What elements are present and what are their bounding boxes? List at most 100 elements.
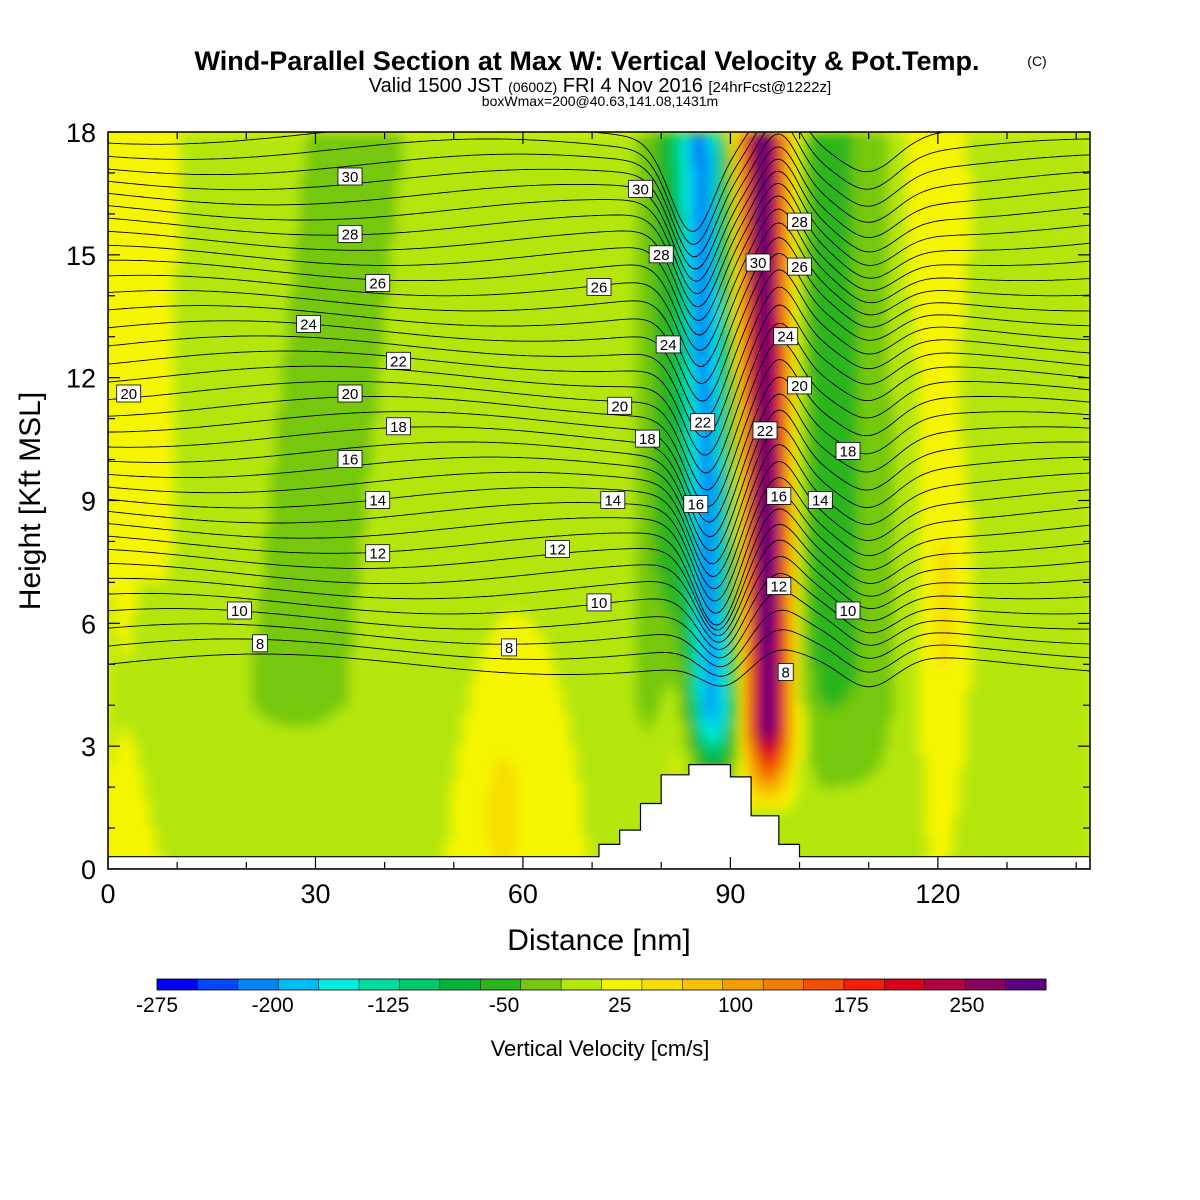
- theta-contour: [108, 132, 1090, 245]
- contour-label: 18: [835, 441, 861, 460]
- contour-label: 22: [690, 413, 716, 432]
- colorbar-tick-label: 175: [834, 994, 869, 1017]
- y-tick-label: 9: [81, 487, 96, 517]
- contour-label-text: 20: [342, 386, 359, 403]
- y-tick-label: 15: [66, 241, 96, 271]
- colorbar-swatch: [965, 979, 1006, 990]
- contour-label: 28: [787, 212, 812, 231]
- contour-label-box: [365, 491, 391, 509]
- theta-contour: [108, 237, 1090, 384]
- contour-label-text: 16: [342, 452, 359, 469]
- contour-label: 10: [226, 601, 252, 620]
- contour-label-text: 28: [653, 247, 670, 264]
- colorbar-swatch: [520, 979, 562, 990]
- contour-label: 20: [337, 384, 363, 403]
- contour-label: 24: [773, 327, 799, 346]
- contour-label-box: [648, 245, 674, 264]
- theta-contour: [108, 444, 1090, 578]
- colorbar-swatch: [237, 979, 279, 990]
- contour-label-box: [835, 441, 861, 460]
- colorbar-tick-label: 100: [718, 994, 753, 1017]
- y-tick-labels: 0 3 6 9 12 15 18: [66, 118, 96, 885]
- contour-label: 26: [365, 274, 391, 293]
- contour-label: 30: [628, 179, 653, 198]
- contour-label: 22: [752, 421, 778, 440]
- plot-area: 30 28 26 24 22 20 20 18 16 14 12 10 8 8 30 28 26 24 20 18 22…: [108, 132, 1090, 869]
- contour-label: 16: [766, 486, 792, 505]
- contour-label-text: 26: [791, 259, 808, 276]
- theta-contour: [108, 208, 1090, 351]
- contour-label-box: [365, 274, 391, 292]
- contour-label-text: 10: [840, 603, 857, 620]
- contour-label: 26: [586, 278, 612, 297]
- contour-label: 30: [337, 167, 363, 186]
- colorbar-label: Vertical Velocity [cm/s]: [491, 1036, 710, 1061]
- contour-label-box: [787, 212, 812, 231]
- chart-title: Wind-Parallel Section at Max W: Vertical…: [195, 46, 980, 76]
- contour-label-box: [607, 396, 633, 415]
- contour-label-text: 20: [791, 378, 808, 395]
- contour-label-text: 28: [791, 214, 808, 231]
- theta-contour: [108, 409, 1090, 552]
- contour-label-box: [835, 601, 861, 620]
- colorbar-swatch: [318, 979, 360, 990]
- contour-label-box: [337, 167, 363, 186]
- contour-label-text: 14: [812, 493, 829, 510]
- colorbar-swatch: [561, 979, 602, 990]
- terrain: [108, 764, 1090, 869]
- contour-label-box: [787, 376, 812, 395]
- contour-label-text: 8: [782, 665, 790, 682]
- theta-contour: [108, 340, 1090, 491]
- theta-contour: [108, 133, 1090, 270]
- contour-label-box: [226, 601, 252, 620]
- x-tick-label: 120: [915, 879, 960, 909]
- terrain-profile: [108, 764, 1090, 869]
- contour-label: 24: [296, 314, 321, 333]
- chart-title-tag: (C): [1027, 53, 1046, 69]
- colorbar: [156, 978, 1047, 991]
- valid-date: FRI 4 Nov 2016: [563, 75, 703, 97]
- colorbar-tick-label: -200: [252, 994, 294, 1017]
- colorbar-tick-labels: -275 -200 -125 -50 25 100 175 250: [136, 994, 984, 1017]
- contour-label-text: 22: [390, 353, 407, 370]
- contour-label-box: [690, 413, 716, 432]
- contour-label: 22: [386, 351, 411, 370]
- theta-contour: [108, 376, 1090, 523]
- theta-contour: [108, 629, 1090, 677]
- contour-label-text: 24: [300, 316, 317, 333]
- theta-contour: [108, 252, 1090, 402]
- colorbar-swatch: [884, 979, 926, 990]
- contour-label: 14: [600, 491, 626, 510]
- contour-label-box: [365, 544, 391, 563]
- contour-label-text: 20: [611, 398, 628, 415]
- theta-contour: [108, 508, 1090, 626]
- contour-label: 20: [787, 376, 812, 395]
- vertical-velocity-field: [108, 132, 1090, 869]
- contour-label-text: 16: [687, 497, 704, 514]
- theta-contour: [108, 182, 1090, 321]
- theta-contour: [108, 426, 1090, 565]
- colorbar-swatch: [722, 979, 764, 990]
- contour-label-box: [777, 663, 794, 681]
- contour-label: 28: [337, 224, 363, 243]
- colorbar-swatch: [843, 979, 885, 990]
- y-axis-label: Height [Kft MSL]: [14, 392, 47, 610]
- theta-contour: [108, 523, 1090, 631]
- theta-contour: [108, 170, 1090, 308]
- contour-label: 8: [252, 634, 269, 653]
- colorbar-tick-label: -50: [489, 994, 519, 1017]
- contour-label-text: 12: [549, 542, 566, 559]
- theta-contour: [108, 146, 1090, 282]
- contour-label-box: [635, 429, 660, 448]
- theta-contour: [108, 195, 1090, 336]
- contour-label-text: 14: [604, 493, 621, 510]
- box-info: boxWmax=200@40.63,141.08,1431m: [482, 93, 718, 109]
- theta-contour: [108, 609, 1090, 668]
- contour-label-box: [766, 486, 792, 505]
- contour-label-text: 30: [342, 169, 359, 186]
- contour-label-box: [586, 593, 612, 612]
- colorbar-swatch: [278, 979, 320, 990]
- contour-label-box: [773, 327, 799, 346]
- contour-label-text: 12: [369, 546, 386, 563]
